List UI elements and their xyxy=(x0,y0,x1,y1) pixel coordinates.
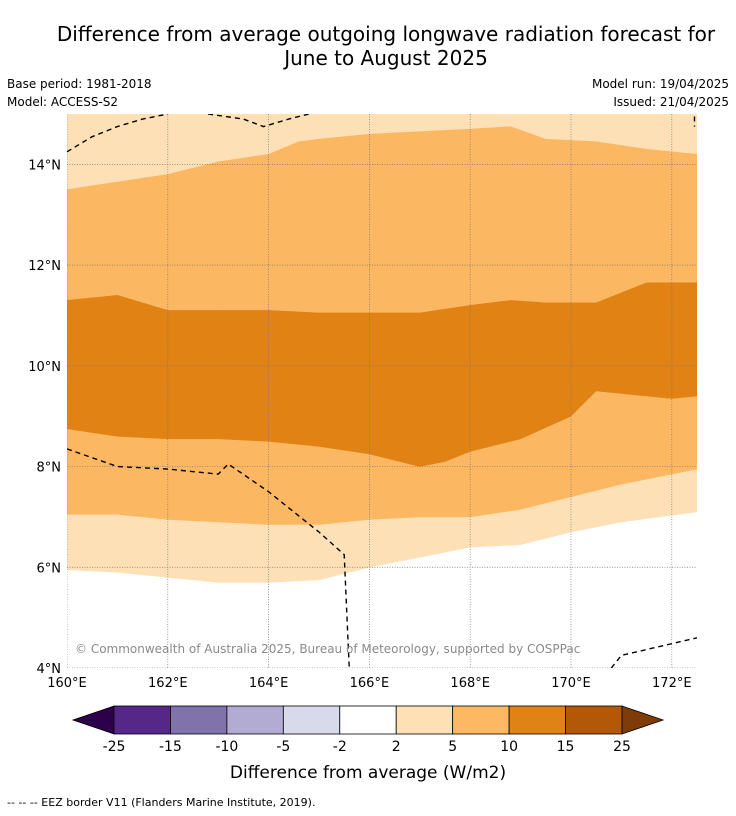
lon-tick-label: 162°E xyxy=(148,676,188,691)
colorbar-segment xyxy=(113,705,171,735)
lon-tick-label: 160°E xyxy=(47,676,87,691)
lat-tick-label: 14°N xyxy=(28,158,61,173)
lon-tick-label: 166°E xyxy=(350,676,390,691)
map-plot-area: 160°E 162°E 164°E 166°E 168°E 170°E 172°E 4°N 6°… xyxy=(28,114,697,691)
colorbar-segment xyxy=(226,705,284,735)
colorbar-tick-label: -2 xyxy=(333,739,347,755)
base-period: Base period: 1981-2018 xyxy=(7,77,152,91)
colorbar-segment xyxy=(282,705,341,735)
colorbar-segment xyxy=(339,705,397,735)
colorbar-tick-label: 15 xyxy=(557,739,575,755)
title-line-2: June to August 2025 xyxy=(284,46,488,70)
issued-date: Issued: 21/04/2025 xyxy=(613,95,729,109)
lat-tick-label: 4°N xyxy=(37,662,62,677)
colorbar-tick-label: 25 xyxy=(613,739,631,755)
eez-border-2 xyxy=(67,448,350,668)
colorbar-title: Difference from average (W/m2) xyxy=(230,763,506,783)
lon-tick-label: 170°E xyxy=(551,676,591,691)
lat-tick-label: 6°N xyxy=(37,561,62,576)
colorbar-tick-label: -25 xyxy=(103,739,126,755)
lon-tick-label: 172°E xyxy=(652,676,692,691)
colorbar-tick-label: -10 xyxy=(215,739,238,755)
meta-left: Base period: 1981-2018 Model: ACCESS-S2 xyxy=(7,75,152,111)
colorbar-tick-label: -15 xyxy=(159,739,182,755)
lon-tick-label: 164°E xyxy=(249,676,289,691)
meta-right: Model run: 19/04/2025 Issued: 21/04/2025 xyxy=(592,75,729,111)
lon-tick-label: 168°E xyxy=(450,676,490,691)
title-line-1: Difference from average outgoing longwav… xyxy=(56,22,716,46)
model-name: Model: ACCESS-S2 xyxy=(7,95,119,109)
colorbar-segment xyxy=(452,705,510,735)
contour-band-10-to-15 xyxy=(67,282,697,467)
eez-border-1 xyxy=(208,114,310,128)
eez-footnote: -- -- -- EEZ border V11 (Flanders Marine… xyxy=(7,796,316,809)
lat-tick-label: 10°N xyxy=(28,360,61,375)
colorbar-tick-label: 2 xyxy=(392,739,401,755)
lat-tick-label: 8°N xyxy=(37,461,62,476)
colorbar-tick-label: 5 xyxy=(448,739,457,755)
eez-border-3 xyxy=(610,637,697,668)
copyright-text: © Commonwealth of Australia 2025, Bureau… xyxy=(75,642,580,656)
colorbar-extend-low xyxy=(71,705,115,735)
eez-border-0 xyxy=(67,114,168,153)
colorbar-segment xyxy=(395,705,454,735)
colorbar-extend-high xyxy=(621,705,665,735)
colorbar-segment xyxy=(508,705,566,735)
colorbar-tick-label: 10 xyxy=(500,739,518,755)
colorbar-tick-label: -5 xyxy=(276,739,290,755)
colorbar-segment xyxy=(170,705,228,735)
colorbar-segment xyxy=(565,705,623,735)
model-run: Model run: 19/04/2025 xyxy=(591,77,729,91)
lat-tick-label: 12°N xyxy=(28,259,61,274)
map-contours xyxy=(67,114,697,668)
chart-title: Difference from average outgoing longwav… xyxy=(0,22,736,70)
